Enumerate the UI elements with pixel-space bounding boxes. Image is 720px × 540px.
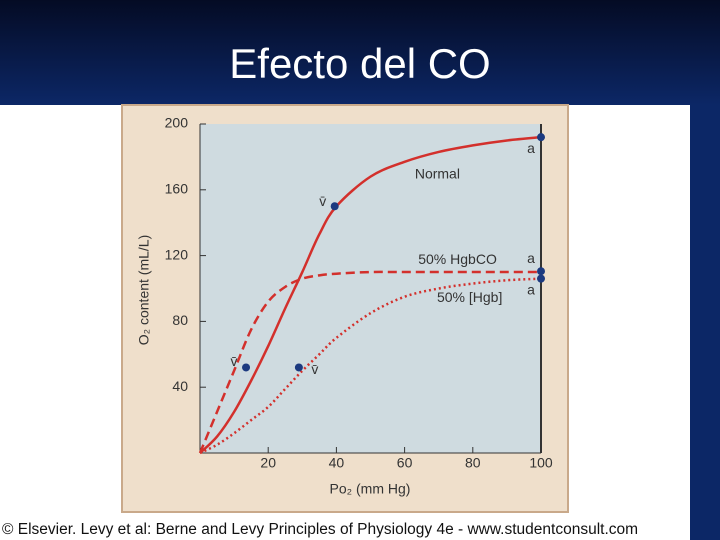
chart: Po₂ (mm Hg) O₂ content (mL/L) 40 80 120 160… <box>121 104 569 513</box>
series-line <box>199 135 542 454</box>
x-tick-label: 100 <box>529 455 553 471</box>
point-label: a <box>527 250 535 266</box>
point-label: a <box>527 281 535 297</box>
series-line <box>199 277 542 455</box>
series-label: 50% HgbCO <box>418 251 497 267</box>
series-line <box>198 270 541 454</box>
y-tick-label: 200 <box>165 115 189 131</box>
plot-area <box>200 124 541 453</box>
header-band <box>0 0 720 105</box>
y-tick-label: 160 <box>165 181 189 197</box>
point <box>330 202 339 211</box>
footer: © Elsevier. Levy et al: Berne and Levy P… <box>2 521 639 538</box>
point-label: v̄ <box>231 353 238 369</box>
y-tick-label: 80 <box>172 312 188 328</box>
x-tick-label: 20 <box>260 455 276 471</box>
point <box>294 363 303 372</box>
x-tick-label: 60 <box>397 455 413 471</box>
point-label: v̄ <box>311 361 318 377</box>
point-label: v̄ <box>319 193 326 209</box>
point <box>537 133 545 142</box>
x-tick-label: 80 <box>465 455 481 471</box>
y-tick-label: 120 <box>165 246 189 262</box>
x-tick-label: 40 <box>329 455 345 471</box>
point <box>537 274 545 283</box>
series-label: Normal <box>415 166 460 182</box>
point <box>537 267 545 276</box>
slide-title: Efecto del CO <box>229 40 491 87</box>
y-axis-label: O₂ content (mL/L) <box>136 235 152 345</box>
series-label: 50% [Hgb] <box>437 289 502 305</box>
point-label: a <box>527 140 535 156</box>
point <box>242 363 251 372</box>
side-stripe <box>690 105 720 540</box>
x-axis-label: Po₂ (mm Hg) <box>330 481 411 497</box>
y-tick-label: 40 <box>172 378 188 394</box>
